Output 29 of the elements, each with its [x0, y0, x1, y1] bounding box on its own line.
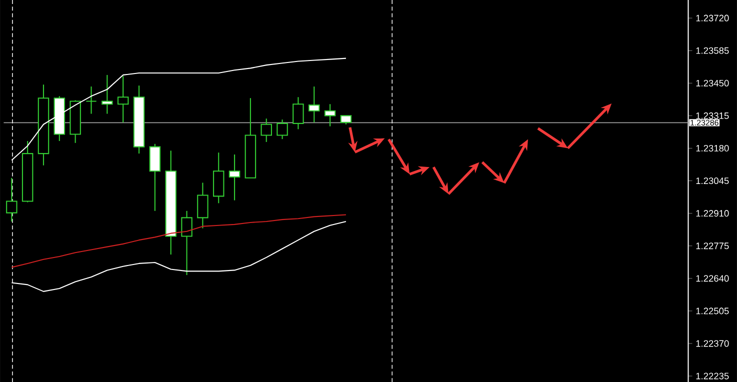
y-tick-label: 1.23450: [696, 80, 729, 86]
y-tick-label: 1.22505: [696, 308, 729, 314]
y-tick-label: 1.23315: [696, 112, 729, 119]
candlestick: [308, 86, 320, 123]
candlestick: [38, 84, 50, 166]
candlestick: [117, 75, 129, 123]
candlestick: [276, 118, 288, 140]
y-tick-label: 1.22910: [696, 210, 729, 217]
candlestick: [324, 104, 336, 127]
y-tick-label: 1.22640: [696, 275, 729, 282]
candlestick: [54, 96, 66, 142]
candlestick: [181, 210, 192, 276]
candlestick: [165, 150, 176, 256]
y-tick-label: 1.23585: [696, 47, 729, 54]
y-tick-label: 1.23180: [696, 144, 729, 152]
y-tick-label: 1.23720: [696, 14, 729, 22]
candlestick: [212, 152, 224, 204]
candlestick: [133, 85, 145, 154]
candlestick: [197, 182, 208, 229]
candlestick: [6, 177, 18, 222]
y-tick-label: 1.23045: [696, 177, 729, 184]
candlestick: [260, 118, 272, 142]
y-tick-label: 1.22235: [696, 372, 729, 380]
y-tick-label: 1.22370: [696, 340, 729, 347]
candlestick: [228, 154, 240, 201]
y-tick-label: 1.22775: [696, 242, 729, 250]
candlestick: [102, 74, 113, 114]
candlestick: [149, 143, 161, 212]
candlestick: [86, 86, 97, 114]
